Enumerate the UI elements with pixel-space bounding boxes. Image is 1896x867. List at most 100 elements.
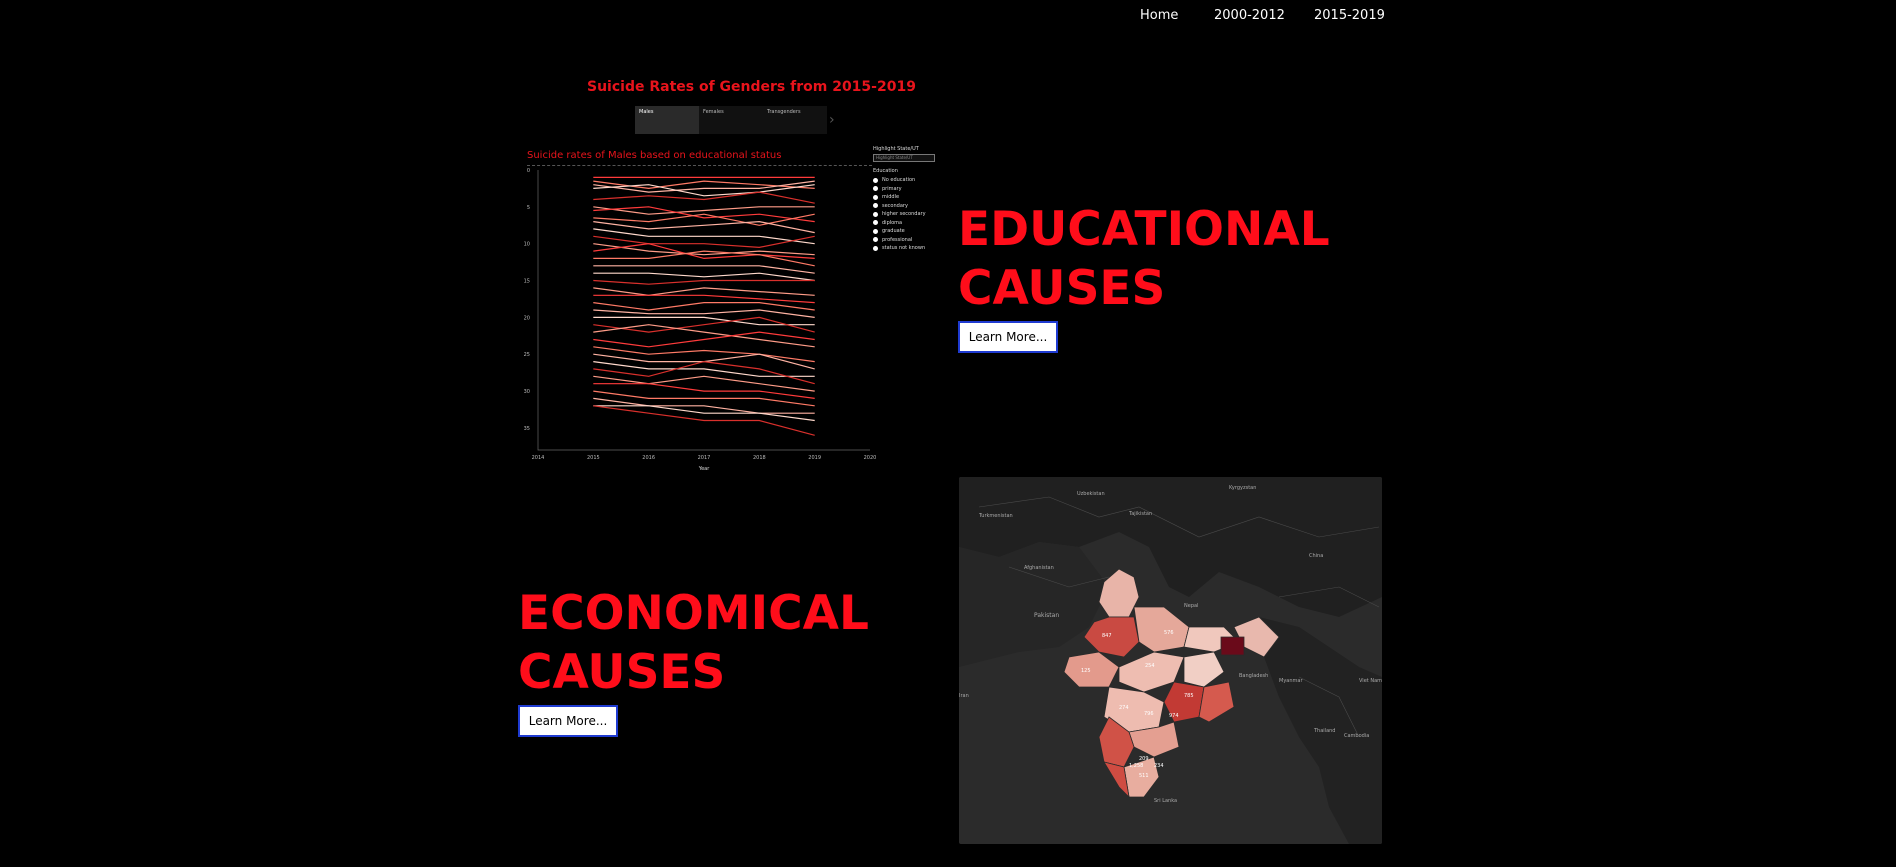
series-line (593, 180, 815, 193)
radio-icon[interactable] (873, 237, 878, 243)
svg-text:Viet Nam: Viet Nam (1359, 678, 1382, 684)
series-line (593, 206, 815, 223)
x-tick-label: 2017 (698, 455, 711, 461)
series-line (593, 360, 815, 385)
education-option-label: middle (882, 194, 900, 201)
svg-text:Iran: Iran (959, 693, 969, 699)
series-line (593, 180, 815, 190)
svg-text:Tajikistan: Tajikistan (1128, 511, 1152, 517)
chevron-right-icon[interactable]: › (829, 112, 835, 128)
gender-tabs: Males Females Transgenders (635, 106, 827, 134)
region-north (1098, 568, 1140, 618)
y-tick-label: 0 (527, 168, 530, 174)
svg-text:847: 847 (1102, 633, 1112, 639)
series-line (593, 184, 815, 197)
series-line (593, 324, 815, 348)
series-line (593, 316, 815, 333)
nav-home-link[interactable]: Home (1140, 8, 1179, 23)
series-line (593, 353, 815, 370)
svg-text:Sri Lanka: Sri Lanka (1154, 798, 1177, 804)
series-line (593, 250, 815, 267)
series-line (593, 346, 815, 363)
education-option[interactable]: primary (873, 185, 943, 194)
series-line (593, 243, 815, 260)
radio-icon[interactable] (873, 194, 878, 200)
education-option[interactable]: middle (873, 193, 943, 202)
radio-icon[interactable] (873, 220, 878, 226)
radio-icon[interactable] (873, 245, 878, 251)
education-option-label: No education (882, 177, 916, 184)
nav-2015-2019-link[interactable]: 2015-2019 (1314, 8, 1385, 23)
radio-icon[interactable] (873, 211, 878, 217)
radio-icon[interactable] (873, 228, 878, 234)
series-line (593, 228, 815, 245)
nav-2000-2012-link[interactable]: 2000-2012 (1214, 8, 1285, 23)
region-rajasthan (1083, 616, 1140, 658)
education-option[interactable]: professional (873, 236, 943, 245)
svg-text:China: China (1309, 553, 1323, 559)
education-option[interactable]: secondary (873, 202, 943, 211)
x-tick-label: 2020 (864, 455, 877, 461)
land-north (959, 477, 1382, 617)
educational-learn-more-button[interactable]: Learn More... (958, 321, 1058, 353)
educational-heading-line1: EDUCATIONAL (958, 202, 1330, 257)
tab-females[interactable]: Females (703, 109, 724, 115)
series-line (593, 243, 815, 256)
tab-males[interactable]: Males (635, 106, 699, 134)
economical-heading-line1: ECONOMICAL (518, 586, 869, 641)
svg-text:Afghanistan: Afghanistan (1024, 565, 1054, 571)
education-option[interactable]: status not known (873, 244, 943, 253)
series-line (593, 213, 815, 226)
series-line (593, 220, 815, 234)
svg-text:274: 274 (1119, 705, 1129, 711)
region-jharkhand (1183, 651, 1225, 688)
education-option-label: status not known (882, 245, 926, 252)
region-odisha (1198, 681, 1235, 723)
x-axis-label: Year (698, 466, 711, 472)
series-line (593, 191, 815, 204)
education-option[interactable]: graduate (873, 227, 943, 236)
y-tick-label: 20 (524, 315, 530, 321)
radio-icon[interactable] (873, 186, 878, 192)
series-line (593, 287, 815, 296)
svg-text:Myanmar: Myanmar (1279, 678, 1303, 684)
y-tick-label: 15 (524, 279, 530, 285)
series-line (593, 375, 815, 392)
svg-text:Cambodia: Cambodia (1344, 733, 1369, 739)
india-map[interactable]: Uzbekistan Kyrgyzstan Turkmenistan Tajik… (959, 477, 1382, 844)
x-tick-label: 2016 (642, 455, 655, 461)
education-option[interactable]: diploma (873, 219, 943, 228)
x-tick-label: 2014 (532, 455, 545, 461)
y-tick-label: 5 (527, 205, 530, 211)
svg-text:Kyrgyzstan: Kyrgyzstan (1229, 485, 1256, 491)
land-west (959, 542, 1109, 667)
series-line (593, 309, 815, 318)
economical-heading: ECONOMICAL CAUSES (518, 584, 869, 702)
educational-heading-line2: CAUSES (958, 261, 1166, 316)
svg-text:974: 974 (1169, 713, 1179, 719)
series-line (593, 405, 815, 436)
land-east (1259, 617, 1382, 844)
series-line (593, 405, 815, 422)
series-line (593, 383, 815, 399)
tab-transgenders[interactable]: Transgenders (767, 109, 801, 115)
education-option[interactable]: No education (873, 176, 943, 185)
education-option-label: higher secondary (882, 211, 926, 218)
series-line (593, 316, 815, 326)
svg-text:254: 254 (1145, 663, 1155, 669)
highlight-select[interactable]: Highlight State/UT (873, 154, 935, 162)
y-tick-label: 10 (524, 242, 530, 248)
economical-learn-more-button[interactable]: Learn More... (518, 705, 618, 737)
education-option-label: professional (882, 236, 913, 243)
education-option[interactable]: higher secondary (873, 210, 943, 219)
svg-text:Uzbekistan: Uzbekistan (1077, 491, 1105, 497)
series-line (593, 397, 815, 414)
highlight-label: Highlight State/UT (873, 146, 919, 152)
radio-icon[interactable] (873, 203, 878, 209)
chart-legend: Highlight State/UT Highlight State/UT Ed… (873, 146, 943, 253)
series-line (593, 302, 815, 311)
radio-icon[interactable] (873, 177, 878, 183)
chart-subtitle: Suicide rates of Males based on educatio… (527, 150, 782, 161)
y-tick-label: 30 (524, 389, 530, 395)
educational-heading: EDUCATIONAL CAUSES (958, 200, 1330, 318)
